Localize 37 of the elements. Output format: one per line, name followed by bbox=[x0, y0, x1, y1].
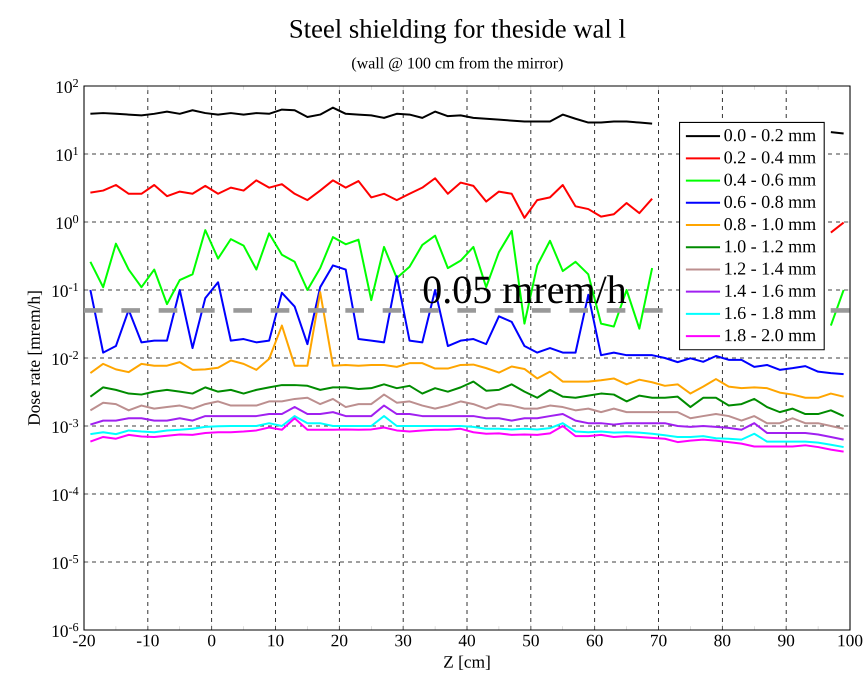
legend-label: 1.0 - 1.2 mm bbox=[725, 240, 816, 253]
chart-subtitle: (wall @ 100 cm from the mirror) bbox=[352, 57, 563, 72]
x-tick-label: 30 bbox=[395, 634, 412, 646]
x-tick-label: 100 bbox=[838, 634, 862, 646]
x-tick-label: 80 bbox=[714, 634, 730, 646]
x-tick-label: 70 bbox=[650, 634, 667, 646]
legend-label: 0.0 - 0.2 mm bbox=[724, 129, 816, 142]
legend-label: 1.4 - 1.6 mm bbox=[725, 284, 816, 297]
y-tick-label: 10$^{1}$ bbox=[56, 147, 78, 161]
x-tick-label: 50 bbox=[523, 634, 539, 646]
x-axis-title: Z [cm] bbox=[444, 656, 490, 670]
legend-label: 1.8 - 2.0 mm bbox=[725, 329, 816, 342]
x-tick-label: 90 bbox=[778, 634, 794, 646]
legend-label: 0.8 - 1.0 mm bbox=[724, 218, 816, 230]
x-tick-label: 0 bbox=[208, 634, 216, 646]
y-tick-label: 10$^{-2}$ bbox=[52, 351, 78, 366]
y-axis-title: Dose rate [mrem/h] bbox=[28, 291, 42, 426]
y-tick-label: 10$^{-5}$ bbox=[52, 555, 78, 569]
y-tick-label: 10$^{-1}$ bbox=[52, 283, 78, 297]
legend-label: 0.4 - 0.6 mm bbox=[724, 174, 816, 186]
x-tick-label: -20 bbox=[73, 634, 95, 646]
y-tick-label: 10$^{-6}$ bbox=[52, 623, 78, 638]
legend-label: 1.2 - 1.4 mm bbox=[725, 262, 816, 275]
x-tick-label: 20 bbox=[331, 634, 348, 646]
legend-label: 0.6 - 0.8 mm bbox=[724, 196, 816, 208]
x-tick-label: 60 bbox=[586, 634, 603, 646]
legend-label: 0.2 - 0.4 mm bbox=[724, 151, 816, 164]
y-tick-label: 10$^{0}$ bbox=[56, 214, 78, 230]
chart-title: Steel shielding for theside wal l bbox=[290, 18, 626, 44]
y-tick-label: 10$^{2}$ bbox=[56, 79, 78, 93]
x-tick-label: 10 bbox=[268, 634, 284, 646]
x-tick-label: -10 bbox=[136, 634, 159, 646]
y-tick-label: 10$^{-3}$ bbox=[52, 419, 78, 434]
x-tick-label: 40 bbox=[458, 634, 476, 646]
legend-label: 1.6 - 1.8 mm bbox=[725, 306, 816, 320]
y-tick-label: 10$^{-4}$ bbox=[52, 487, 78, 501]
line-series bbox=[89, 380, 845, 418]
